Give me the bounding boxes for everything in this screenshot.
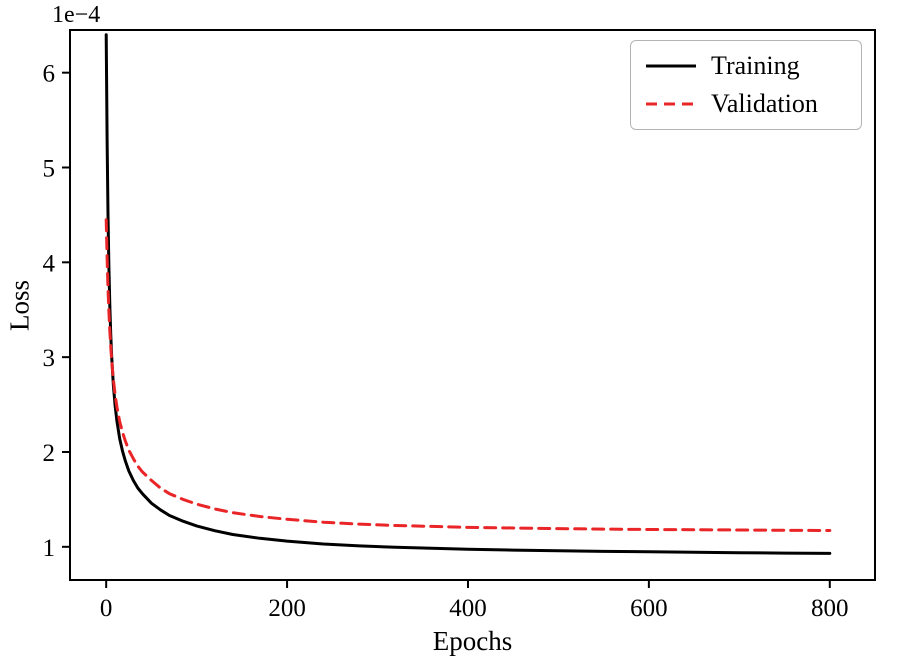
svg-text:800: 800 <box>811 595 849 622</box>
training-line-sample <box>646 64 696 68</box>
svg-text:1: 1 <box>43 535 56 562</box>
svg-text:6: 6 <box>43 61 56 88</box>
svg-text:4: 4 <box>43 250 56 277</box>
x-axis-label: Epochs <box>432 626 513 656</box>
legend-label-training: Training <box>711 51 800 80</box>
legend-item-validation: Validation <box>645 91 847 117</box>
legend-item-training: Training <box>645 53 847 79</box>
svg-text:2: 2 <box>43 440 56 467</box>
legend-label-validation: Validation <box>711 89 818 118</box>
svg-text:5: 5 <box>43 156 56 183</box>
y-axis-label: Loss <box>4 280 35 332</box>
svg-text:0: 0 <box>100 595 113 622</box>
svg-text:400: 400 <box>449 595 487 622</box>
svg-text:600: 600 <box>630 595 668 622</box>
svg-text:200: 200 <box>268 595 306 622</box>
legend: Training Validation <box>630 40 862 130</box>
y-axis-offset-label: 1e−4 <box>52 2 101 28</box>
validation-line-sample <box>646 102 696 106</box>
svg-text:3: 3 <box>43 345 56 372</box>
